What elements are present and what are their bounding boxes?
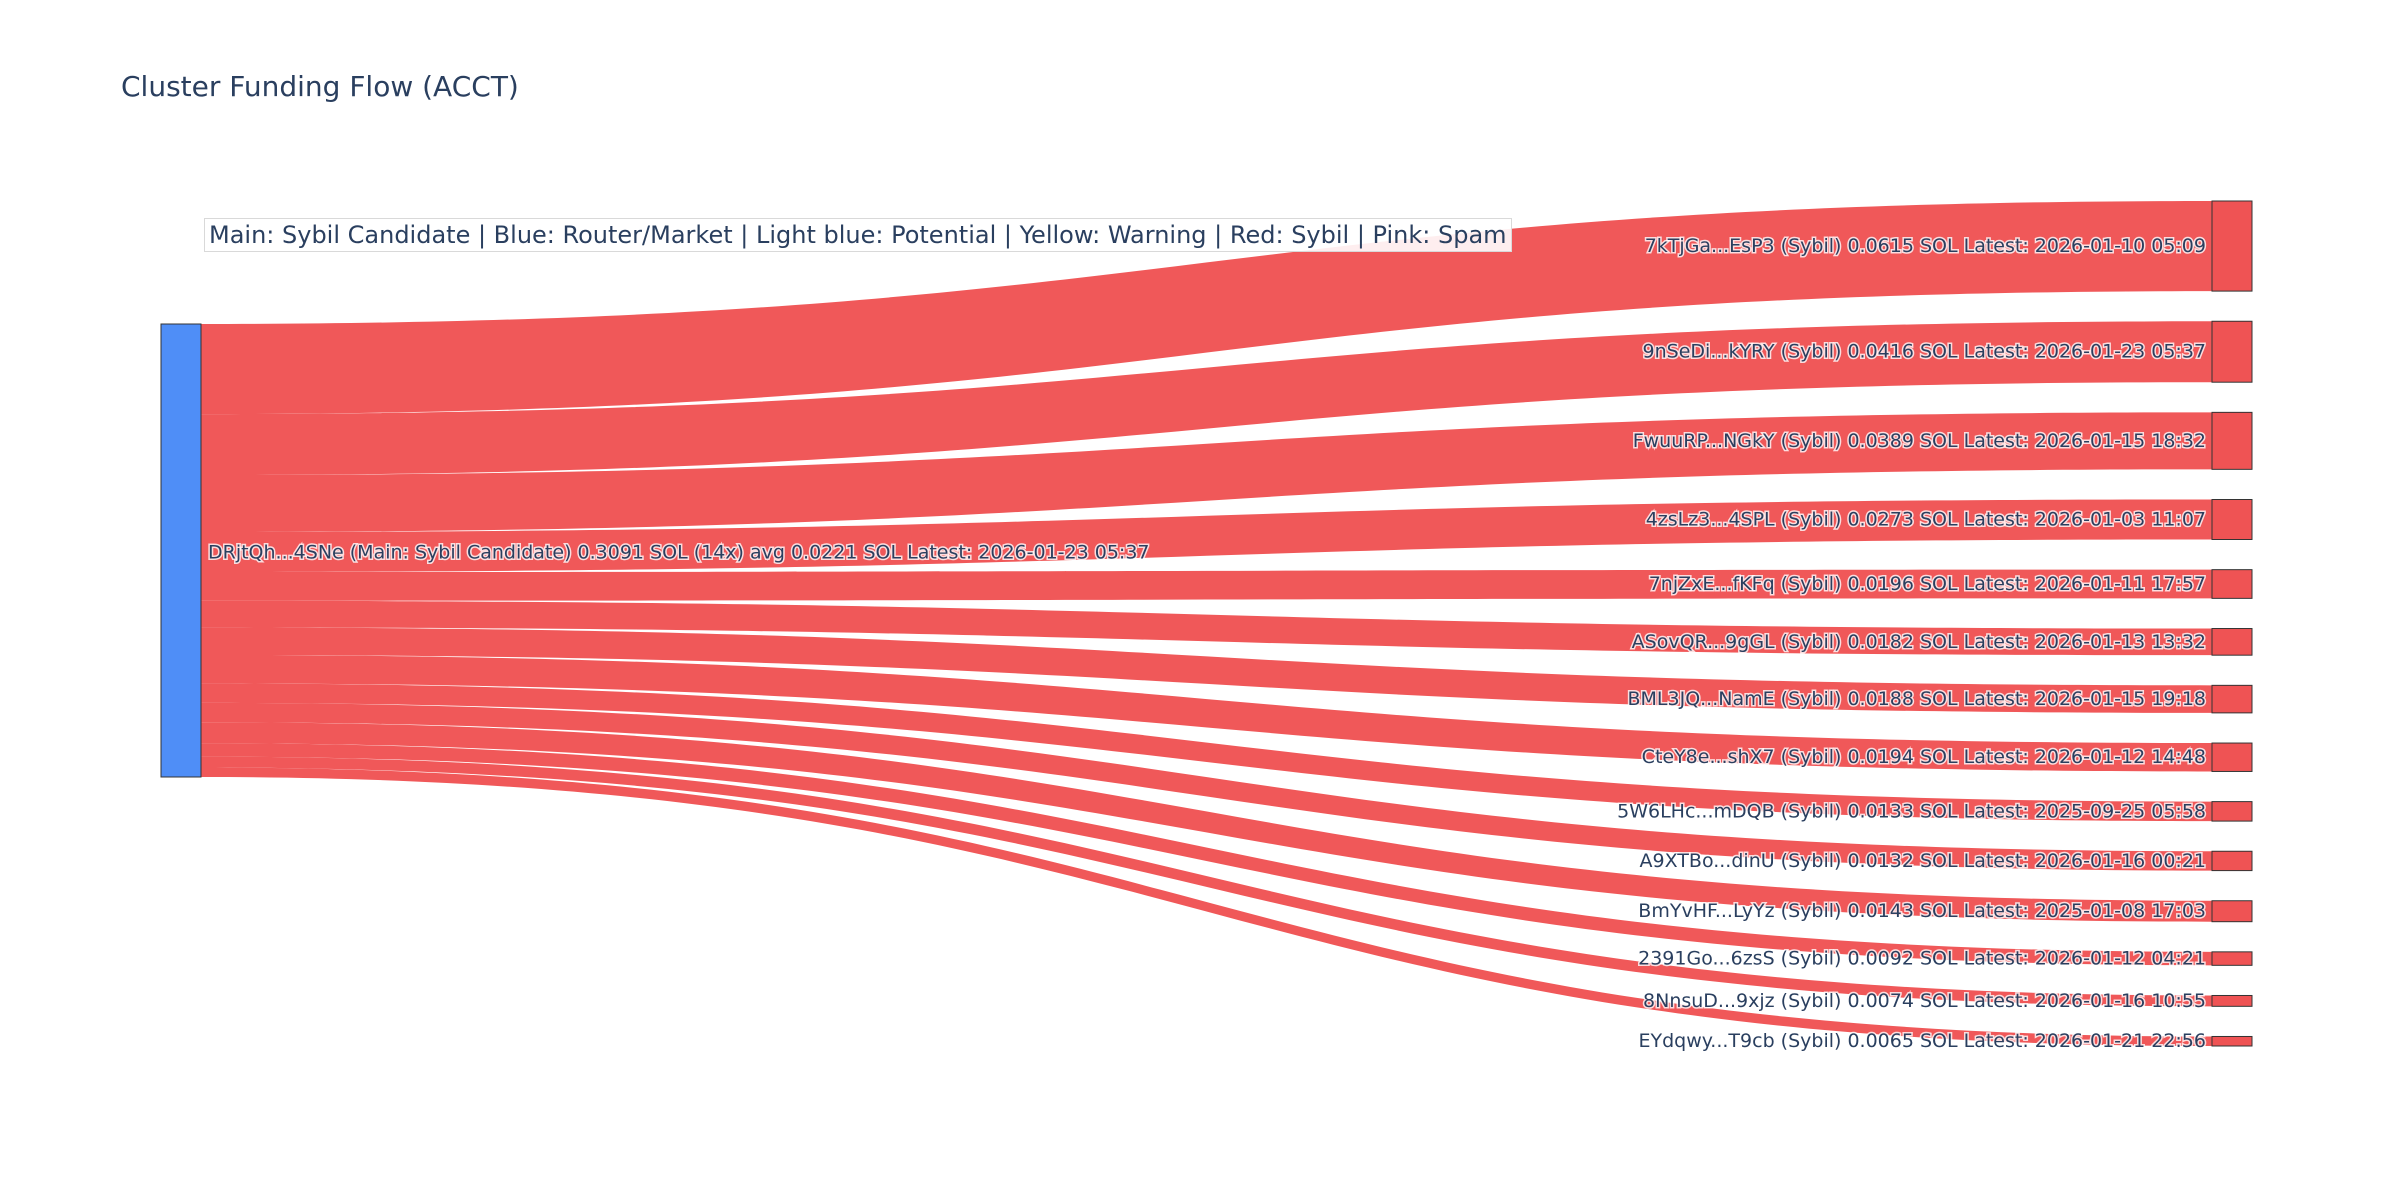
target-node-label: 4zsLz3...4SPL (Sybil) 0.0273 SOL Latest:… [1646,508,2206,530]
target-node [2211,684,2253,714]
flow-link [201,722,2212,922]
target-node-label: 8NnsuD...9xjz (Sybil) 0.0074 SOL Latest:… [1643,990,2206,1012]
target-node-label: 2391Go...6zsS (Sybil) 0.0092 SOL Latest:… [1638,948,2206,970]
flow-link [201,201,2212,415]
flow-link [201,756,2212,1007]
flow-link [201,600,2212,656]
target-node-label: CteY8e...shX7 (Sybil) 0.0194 SOL Latest:… [1642,746,2206,768]
labels-layer: 7kTjGa...EsP3 (Sybil) 0.0615 SOL Latest:… [207,234,2208,1054]
flow-link [201,683,2212,822]
target-node [2211,900,2253,923]
target-node [2211,951,2253,966]
target-node-label: 5W6LHc...mDQB (Sybil) 0.0133 SOL Latest:… [1617,800,2206,822]
target-node-label: 9nSeDi...kYRY (Sybil) 0.0416 SOL Latest:… [1643,341,2206,363]
target-node [2211,1035,2253,1047]
target-node [2211,742,2253,772]
target-node [2211,801,2253,822]
target-node-label: 7njZxE...fKFq (Sybil) 0.0196 SOL Latest:… [1649,573,2206,595]
flow-link [201,654,2212,772]
target-node-label: 7kTjGa...EsP3 (Sybil) 0.0615 SOL Latest:… [1645,235,2206,257]
flow-link [201,767,2212,1046]
flow-link [201,627,2212,713]
target-node-label: BML3JQ...NamE (Sybil) 0.0188 SOL Latest:… [1627,688,2206,710]
target-node [2211,628,2253,656]
target-node-label: A9XTBo...dinU (Sybil) 0.0132 SOL Latest:… [1640,850,2206,872]
target-node [2211,411,2253,470]
flow-link [201,569,2212,601]
flow-link [201,321,2212,476]
target-node [2211,850,2253,872]
target-node [2211,320,2253,383]
nodes-layer [160,200,2253,1047]
flow-link [201,702,2212,871]
target-node [2211,569,2253,599]
flow-link [201,499,2212,573]
source-node [160,323,202,778]
chart-title: Cluster Funding Flow (ACCT) [121,70,519,103]
legend-annotation: Main: Sybil Candidate | Blue: Router/Mar… [204,218,1512,252]
flow-link [201,412,2212,533]
target-node [2211,499,2253,540]
target-node-label: ASovQR...9gGL (Sybil) 0.0182 SOL Latest:… [1632,631,2206,653]
target-node [2211,200,2253,292]
target-node [2211,994,2253,1007]
target-node-label: BmYvHF...LyYz (Sybil) 0.0143 SOL Latest:… [1638,900,2206,922]
links-layer [201,201,2212,1046]
flow-link [201,743,2212,966]
target-node-label: FwuuRP...NGkY (Sybil) 0.0389 SOL Latest:… [1633,430,2206,452]
target-node-label: EYdqwy...T9cb (Sybil) 0.0065 SOL Latest:… [1639,1030,2207,1052]
source-node-label: DRjtQh...4SNe (Main: Sybil Candidate) 0.… [208,542,1150,564]
